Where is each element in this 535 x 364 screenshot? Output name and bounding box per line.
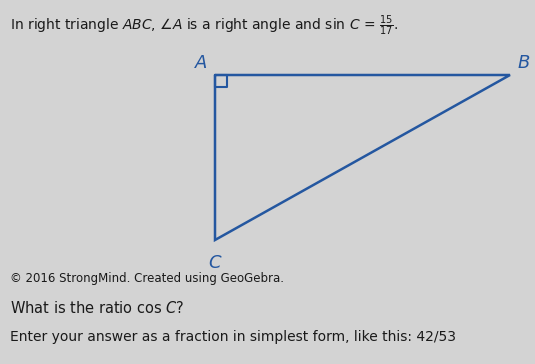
- Text: © 2016 StrongMind. Created using GeoGebra.: © 2016 StrongMind. Created using GeoGebr…: [10, 272, 284, 285]
- Text: B: B: [518, 54, 530, 72]
- Text: Enter your answer as a fraction in simplest form, like this: 42/53: Enter your answer as a fraction in simpl…: [10, 330, 456, 344]
- Text: C: C: [209, 254, 221, 272]
- Text: In right triangle $\mathit{ABC}$, $\angle$$\mathit{A}$ is a right angle and sin : In right triangle $\mathit{ABC}$, $\angl…: [10, 14, 398, 38]
- Text: A: A: [195, 54, 207, 72]
- Text: What is the ratio cos $\mathit{C}$?: What is the ratio cos $\mathit{C}$?: [10, 300, 185, 316]
